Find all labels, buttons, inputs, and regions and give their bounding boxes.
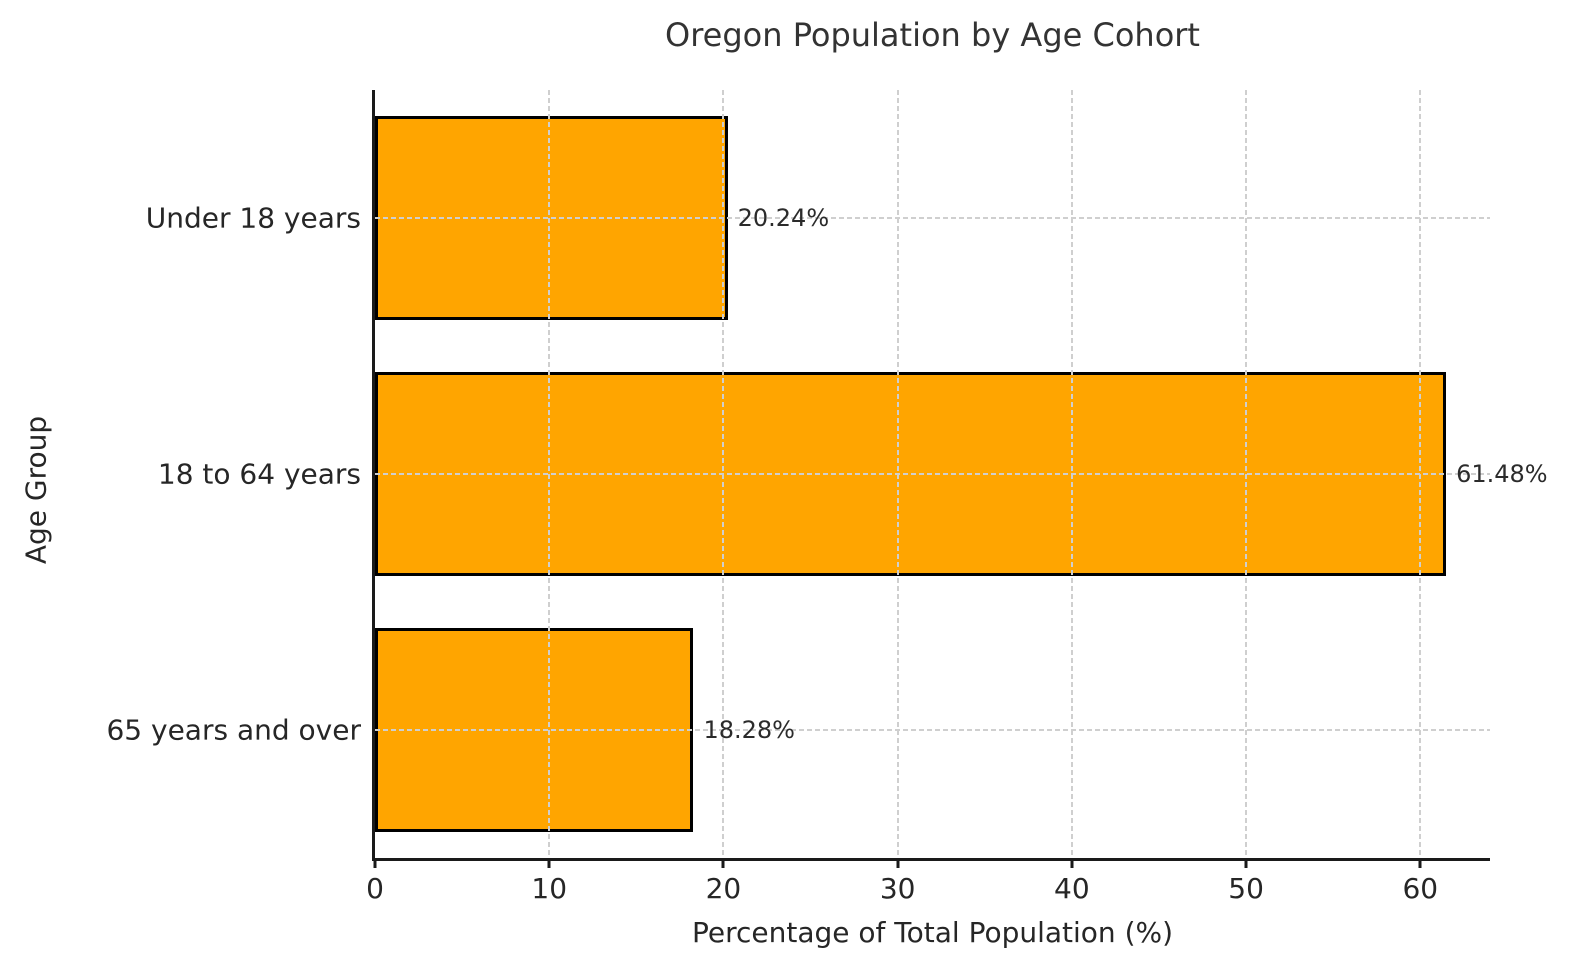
value-label: 20.24% (737, 204, 830, 232)
y-gridline (375, 217, 1490, 219)
y-gridline (375, 729, 1490, 731)
x-tick-label: 60 (1402, 872, 1439, 905)
x-tick-mark (1244, 858, 1248, 868)
x-tick-mark (721, 858, 725, 868)
y-axis-spine (372, 90, 375, 861)
x-tick-label: 20 (705, 872, 742, 905)
x-tick-mark (373, 858, 377, 868)
x-axis-spine (372, 858, 1490, 861)
value-label: 18.28% (703, 716, 795, 744)
chart-title: Oregon Population by Age Cohort (665, 16, 1200, 54)
x-tick-label: 10 (531, 872, 568, 905)
y-axis-label: Age Group (19, 415, 53, 565)
x-tick-label: 40 (1054, 872, 1090, 905)
category-label: Under 18 years (145, 201, 361, 235)
x-tick-mark (1070, 858, 1074, 868)
x-tick-mark (896, 858, 900, 868)
value-label: 61.48% (1456, 460, 1548, 488)
x-tick-label: 30 (879, 872, 916, 905)
x-tick-mark (547, 858, 551, 868)
category-label: 65 years and over (106, 713, 361, 747)
plot-area: 0 10 20 30 40 50 60 Under 18 years 20.24% 18 to 6… (106, 90, 1548, 905)
y-gridline (375, 473, 1490, 475)
category-label: 18 to 64 years (157, 457, 361, 491)
x-tick-label: 0 (366, 872, 384, 905)
x-tick-label: 50 (1228, 872, 1264, 905)
x-axis-label: Percentage of Total Population (%) (691, 916, 1174, 949)
x-tick-mark (1418, 858, 1422, 868)
